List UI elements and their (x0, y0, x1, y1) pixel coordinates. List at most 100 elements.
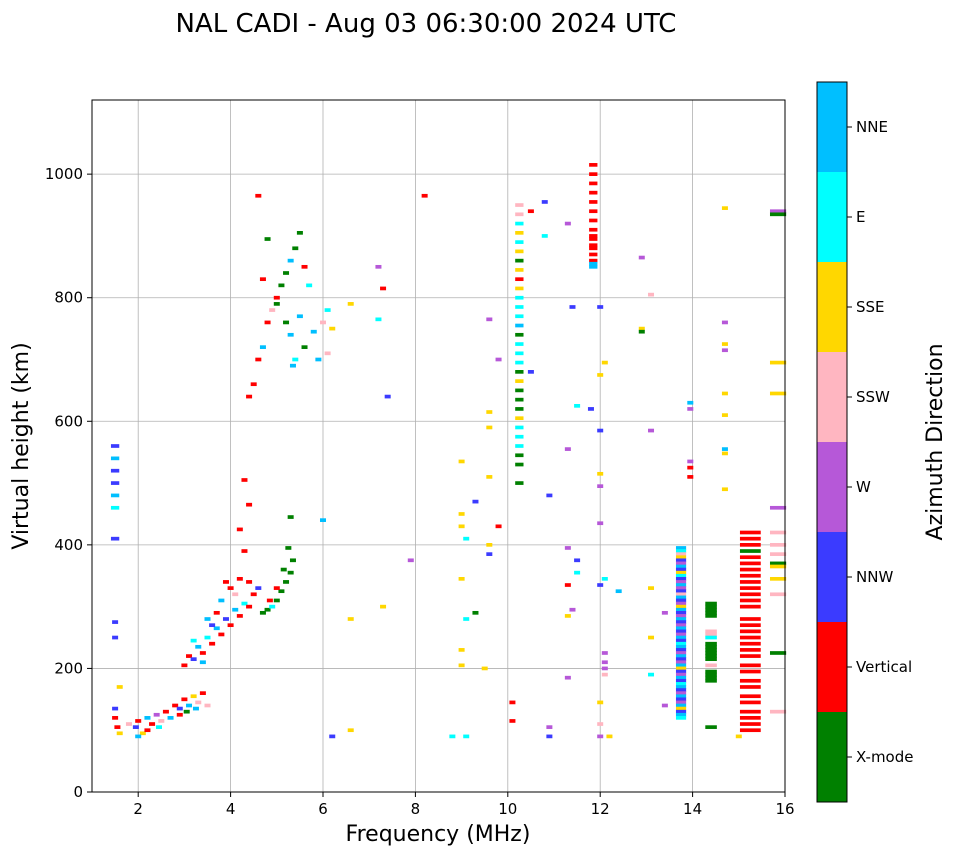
echo-column-cell (675, 638, 687, 643)
echo-point (144, 728, 151, 733)
echo-point (232, 592, 239, 597)
x-tick-label: 8 (411, 800, 421, 818)
echo-column-cell (515, 212, 524, 217)
echo-point (601, 666, 608, 671)
echo-column-cell (675, 657, 687, 662)
echo-point (269, 308, 276, 312)
echo-column-cell (589, 209, 598, 214)
echo-point (648, 292, 655, 297)
colorbar-label: X-mode (856, 748, 913, 766)
x-tick-label: 4 (226, 800, 236, 818)
echo-point (597, 428, 604, 433)
echo-column-cell (675, 648, 687, 652)
echo-column-cell (675, 595, 687, 600)
echo-column-cell (515, 342, 524, 346)
echo-point (264, 237, 271, 241)
echo-column-cell (110, 481, 120, 485)
echo-point (176, 712, 183, 717)
echo-point (486, 543, 493, 547)
echo-point (597, 484, 604, 489)
echo-point (273, 295, 280, 300)
echo-point (597, 734, 604, 739)
echo-point (232, 607, 239, 612)
echo-column-cell (675, 610, 687, 615)
echo-column-cell (675, 706, 687, 711)
echo-column-cell (589, 252, 598, 257)
x-axis-label: Frequency (MHz) (346, 822, 531, 847)
echo-point (458, 512, 465, 516)
echo-column-cell (705, 663, 717, 668)
echo-point (601, 576, 608, 581)
colorbar-swatch-w (817, 442, 847, 532)
echo-column-cell (739, 716, 761, 720)
colorbar-swatch-vertical (817, 622, 847, 712)
echo-point (687, 465, 694, 470)
echo-point (569, 607, 576, 612)
colorbar-swatch-sse (817, 262, 847, 352)
echo-point (661, 610, 668, 615)
echo-point (250, 382, 257, 387)
echo-point (769, 561, 787, 566)
y-tick-label: 200 (54, 659, 83, 677)
echo-point (463, 536, 470, 541)
echo-column-cell (675, 697, 687, 702)
echo-point (273, 586, 280, 590)
echo-column-cell (515, 453, 524, 458)
echo-column-cell (675, 716, 687, 720)
echo-point (266, 598, 273, 603)
echo-column-cell (515, 444, 524, 448)
echo-point (204, 703, 211, 708)
echo-column-cell (739, 549, 761, 553)
plot-background (92, 100, 785, 792)
echo-column-cell (705, 635, 717, 640)
echo-point (638, 329, 645, 334)
echo-point (574, 558, 581, 563)
echo-point (280, 567, 287, 572)
echo-column-cell (515, 462, 524, 467)
echo-point (375, 317, 382, 322)
echo-point (227, 586, 234, 590)
echo-column-cell (705, 675, 717, 680)
echo-point (199, 691, 206, 695)
echo-point (375, 264, 382, 269)
echo-point (283, 320, 290, 325)
echo-point (495, 524, 502, 529)
echo-point (287, 332, 294, 337)
echo-point (769, 543, 787, 547)
echo-column-cell (675, 632, 687, 637)
echo-point (259, 610, 266, 615)
echo-column-cell (739, 629, 761, 634)
colorbar-label: NNE (856, 118, 888, 136)
echo-column-cell (705, 678, 717, 683)
echo-point (769, 209, 787, 214)
echo-point (213, 626, 220, 631)
echo-point (564, 614, 571, 618)
echo-column-cell (110, 536, 120, 541)
echo-point (769, 530, 787, 535)
x-tick-label: 6 (318, 800, 328, 818)
echo-point (546, 734, 553, 739)
echo-column-cell (515, 314, 524, 319)
echo-column-cell (739, 573, 761, 578)
echo-point (638, 255, 645, 260)
echo-column-cell (675, 644, 687, 649)
echo-point (601, 672, 608, 677)
echo-point (769, 552, 787, 556)
data-marks (110, 163, 787, 739)
echo-point (222, 580, 229, 584)
echo-column-cell (675, 669, 687, 674)
echo-point (541, 234, 548, 238)
echo-point (606, 734, 613, 739)
echo-column-cell (589, 243, 598, 248)
echo-point (296, 230, 303, 235)
colorbar-label: Vertical (856, 658, 912, 676)
y-tick-label: 400 (54, 536, 83, 554)
echo-point (236, 527, 243, 532)
echo-point (289, 558, 296, 563)
echo-column-cell (675, 598, 687, 603)
x-tick-label: 2 (133, 800, 143, 818)
echo-column-cell (739, 604, 761, 609)
echo-point (721, 487, 728, 492)
y-tick-label: 800 (54, 289, 83, 307)
echo-point (218, 632, 225, 637)
